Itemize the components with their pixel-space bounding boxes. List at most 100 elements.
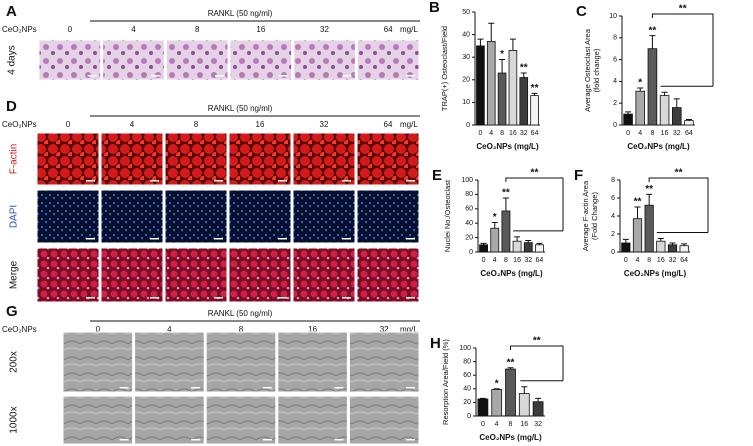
micrograph [348, 331, 420, 393]
bar [679, 245, 689, 253]
scale-bar [342, 75, 352, 77]
significance: * [495, 378, 499, 389]
dose-label: 8 [194, 120, 199, 129]
x-tick-label: 32 [669, 257, 677, 264]
bracket-label: ** [531, 168, 539, 179]
scale-bar [406, 297, 415, 299]
y-axis-label: Resorption Area/Field (%) [441, 339, 450, 425]
micrograph [134, 395, 205, 445]
scale-bar [87, 75, 97, 77]
bar [519, 77, 529, 126]
scale-bar [342, 238, 351, 240]
bar [671, 107, 682, 126]
scale-bar [278, 180, 287, 182]
y-axis-label: Average Osteoclast Area [583, 28, 592, 112]
x-tick-label: 0 [482, 257, 486, 264]
x-tick-label: 32 [524, 257, 532, 264]
y-tick-label: 4 [613, 78, 617, 85]
dose-label: 0 [66, 120, 71, 129]
bar [486, 40, 496, 126]
dose-label: 16 [256, 25, 265, 34]
dose-label: 4 [167, 325, 172, 334]
bar [667, 244, 678, 253]
scale-bar [150, 238, 159, 240]
bar [530, 95, 539, 126]
bracket-label: ** [675, 168, 683, 179]
scale-bar [119, 387, 129, 389]
error-bar [514, 236, 521, 242]
error-bar [521, 386, 528, 394]
y-tick-label: 8 [611, 177, 615, 184]
scale-bar [342, 180, 351, 182]
bar [644, 204, 654, 253]
bar [518, 393, 530, 417]
row-label: F-actin [9, 144, 20, 175]
micrograph [348, 395, 420, 445]
error-bar [661, 91, 668, 96]
x-tick-label: 64 [531, 130, 539, 137]
scale-bar [406, 75, 415, 77]
error-bar [657, 238, 664, 242]
dose-label: 32 [380, 325, 389, 334]
unit-label: mg/L [400, 325, 418, 334]
error-bar [681, 243, 688, 246]
treatment-label: RANKL (50 ng/ml) [208, 104, 273, 113]
x-tick-label: 4 [636, 257, 640, 264]
bar [491, 389, 503, 417]
x-axis-label: CeO₂NPs (mg/L) [624, 269, 687, 278]
significance: ** [645, 184, 653, 195]
error-bar [531, 92, 538, 96]
micrograph [277, 331, 348, 393]
bar [512, 240, 522, 253]
bar [684, 120, 694, 126]
micrograph [36, 189, 100, 244]
error-bar [509, 38, 516, 51]
significance: * [493, 212, 497, 223]
y-tick-label: 0 [611, 249, 615, 256]
error-bar [520, 72, 527, 78]
bar [532, 401, 544, 417]
x-tick-label: 8 [647, 257, 651, 264]
error-bar [685, 119, 692, 121]
micrograph [205, 331, 277, 393]
y-tick-label: 20 [462, 77, 470, 84]
x-tick-label: 0 [481, 421, 485, 428]
error-bar [480, 242, 487, 245]
panel-label: C [576, 3, 587, 20]
x-axis-label: CeO₂NPs (mg/L) [480, 269, 543, 278]
bar [656, 240, 666, 253]
error-bar [536, 242, 543, 245]
y-tick-label: 6 [613, 56, 617, 63]
x-axis-label: CeO₂NPs (mg/L) [476, 142, 539, 151]
significance: ** [531, 83, 539, 94]
panel-label: H [430, 335, 441, 352]
scale-bar [406, 439, 415, 441]
x-tick-label: 16 [520, 421, 528, 428]
micrograph [102, 39, 165, 81]
significance: ** [520, 63, 528, 74]
micrograph [36, 247, 100, 303]
y-tick-label: 40 [463, 386, 471, 393]
y-axis-label: Nuclei No./Osteoclast [443, 179, 452, 252]
y-tick-label: 0 [466, 122, 470, 129]
dose-title: CeO₂NPs [2, 120, 37, 129]
error-bar [637, 87, 644, 92]
x-tick-label: 0 [624, 257, 628, 264]
y-tick-label: 80 [463, 358, 471, 365]
bracket [651, 13, 714, 87]
micrograph [356, 247, 420, 303]
micrograph [292, 132, 356, 186]
error-bar [649, 35, 656, 49]
scale-bar [278, 297, 287, 299]
scale-bar [214, 238, 223, 240]
y-tick-label: 60 [465, 206, 473, 213]
y-tick-label: 8 [613, 35, 617, 42]
scale-bar [151, 75, 161, 77]
scale-bar [262, 439, 272, 441]
y-tick-label: 10 [462, 99, 470, 106]
dose-label: 32 [320, 120, 329, 129]
scale-bar [342, 297, 351, 299]
micrograph [100, 247, 164, 303]
micrograph [134, 331, 205, 393]
